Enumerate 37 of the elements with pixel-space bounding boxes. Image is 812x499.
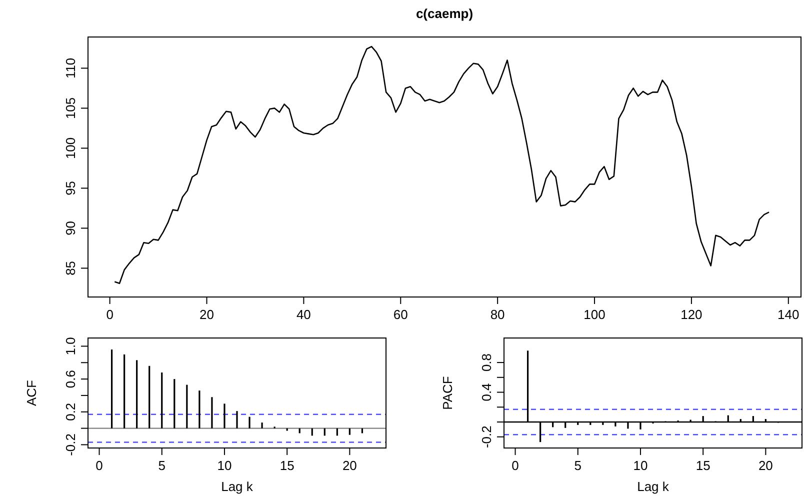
x-tick-label: 80: [490, 307, 505, 322]
x-tick-label: 140: [778, 307, 800, 322]
y-tick-label: -0.2: [63, 434, 78, 456]
x-tick-label: 15: [696, 458, 710, 473]
x-tick-label: 40: [296, 307, 311, 322]
y-tick-label: -0.2: [479, 426, 494, 448]
x-axis-title: Lag k: [637, 479, 670, 494]
y-tick-label: 0.6: [63, 370, 78, 388]
y-tick-label: 90: [63, 220, 78, 236]
y-tick-label: 0.2: [63, 402, 78, 421]
y-axis-title: ACF: [24, 380, 39, 406]
x-tick-label: 20: [758, 458, 773, 473]
x-tick-label: 60: [393, 307, 408, 322]
y-tick-label: 100: [63, 137, 78, 160]
chart-title: c(caemp): [416, 6, 474, 21]
line-series: [114, 46, 770, 284]
x-tick-label: 20: [342, 458, 357, 473]
y-tick-label: 0.4: [479, 383, 494, 402]
x-tick-label: 5: [158, 458, 166, 473]
y-tick-label: 85: [63, 260, 78, 276]
y-tick-label: 105: [63, 97, 78, 120]
y-axis-title: PACF: [440, 376, 455, 410]
x-tick-label: 0: [96, 458, 103, 473]
x-tick-label: 15: [280, 458, 294, 473]
y-tick-label: 1.0: [63, 337, 78, 356]
x-tick-label: 5: [574, 458, 582, 473]
x-tick-label: 100: [584, 307, 606, 322]
y-tick-label: 95: [63, 180, 78, 196]
x-tick-label: 0: [512, 458, 519, 473]
x-tick-label: 0: [106, 307, 114, 322]
y-tick-label: 0.8: [479, 353, 494, 372]
x-tick-label: 10: [217, 458, 232, 473]
x-tick-label: 120: [680, 307, 702, 322]
y-tick-label: 110: [63, 58, 78, 79]
x-tick-label: 10: [633, 458, 648, 473]
x-axis-title: Lag k: [221, 479, 254, 494]
x-tick-label: 20: [200, 307, 214, 322]
